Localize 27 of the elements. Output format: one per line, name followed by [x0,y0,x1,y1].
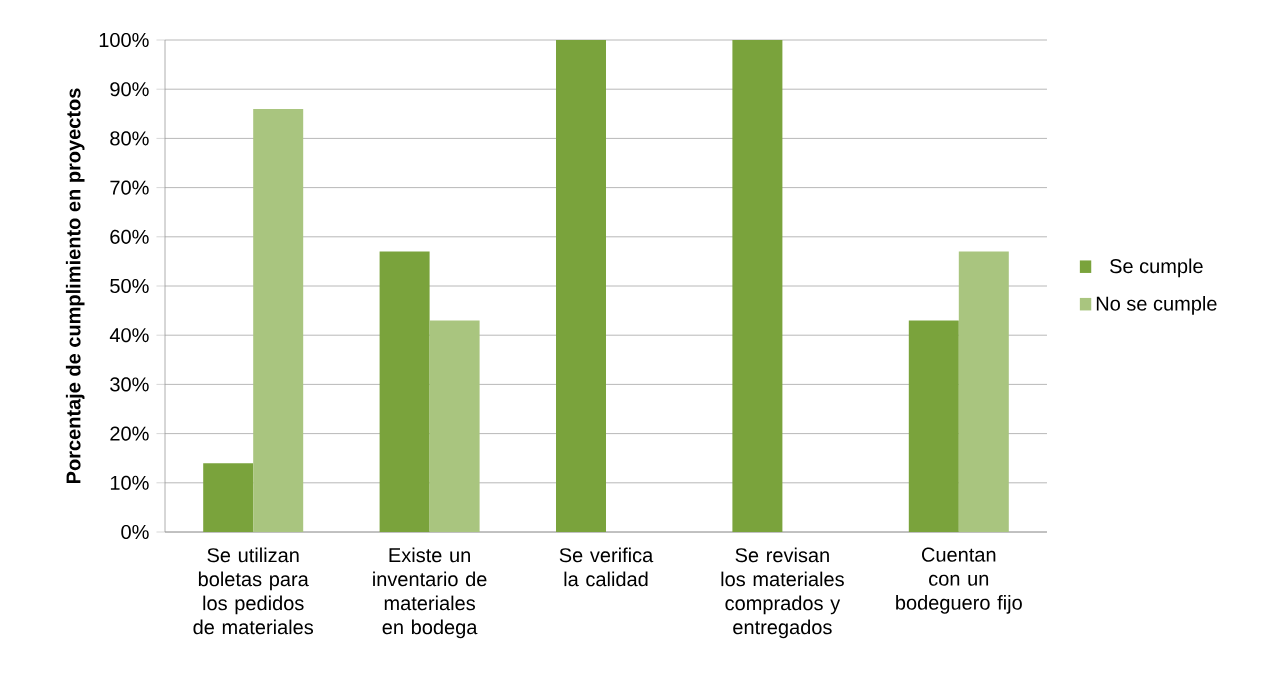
y-tick-label: 30% [110,377,149,392]
y-tick-label: 50% [110,278,149,294]
bar [732,40,783,533]
bar [556,40,606,533]
x-tick-label: Se utilizan boletas para los pedidos de materiales [193,547,314,635]
x-tick-label: Se revisan los materiales comprados y entregados [721,547,844,639]
bar [958,251,1009,533]
y-tick-label: 0% [121,524,149,540]
bar [379,251,430,533]
legend-label: Se cumple [1110,258,1203,278]
y-tick-label: 60% [110,229,149,244]
bar [429,320,480,533]
x-tick-label: Se verifica la calidad [559,547,654,587]
bar [253,108,304,533]
y-tick-label: 40% [109,328,149,343]
y-tick-label: 80% [110,131,149,146]
y-tick-label: 10% [110,475,149,490]
y-axis-title: Porcentaje de cumplimiento en proyectos [65,88,85,484]
y-tick-label: 70% [110,180,149,195]
y-tick-label: 20% [110,426,149,441]
x-tick-label: Cuentan con un bodeguero fijo [896,547,1022,614]
y-tick-label: 100% [99,32,149,48]
x-tick-label: Existe un inventario de materiales en bodega [373,547,487,639]
y-tick-label: 90% [110,82,149,97]
bar [203,463,254,533]
legend-label: No se cumple [1096,296,1217,315]
bar [908,320,959,533]
